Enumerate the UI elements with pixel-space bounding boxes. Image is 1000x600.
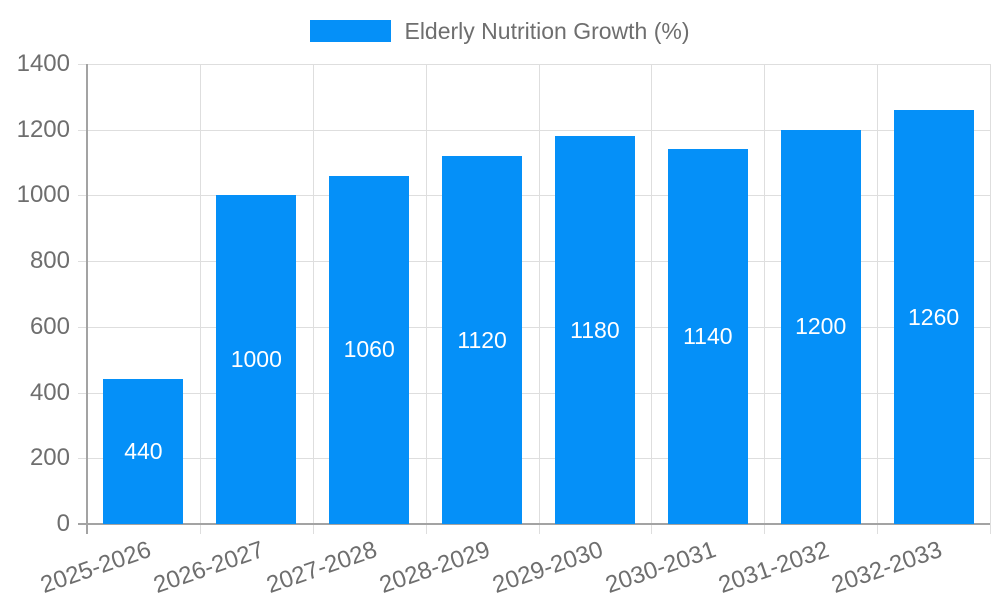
bar-value-label: 1000	[230, 346, 282, 373]
gridline-horizontal	[78, 326, 990, 328]
gridline-vertical	[764, 64, 766, 534]
bar: 1180	[554, 136, 635, 524]
y-axis-label: 1000	[16, 181, 70, 209]
gridline-horizontal	[78, 458, 990, 460]
bar-value-label: 1260	[908, 303, 960, 330]
y-axis-line	[86, 64, 88, 534]
y-axis-label: 200	[29, 444, 70, 472]
gridline-horizontal	[78, 195, 990, 197]
bar-value-label: 1200	[795, 313, 847, 340]
bar: 1120	[442, 156, 523, 524]
bar-value-label: 1120	[457, 326, 507, 353]
y-axis-label: 1200	[16, 115, 70, 143]
bar-value-label: 1180	[570, 316, 620, 343]
gridline-vertical	[199, 64, 201, 534]
bar: 1140	[667, 149, 748, 524]
legend-label: Elderly Nutrition Growth (%)	[404, 18, 690, 44]
gridline-vertical	[651, 64, 653, 534]
gridline-vertical	[990, 64, 991, 534]
legend-swatch	[310, 20, 392, 42]
x-axis-line	[78, 523, 990, 525]
gridline-horizontal	[78, 392, 990, 394]
bar: 1060	[329, 175, 410, 524]
gridline-horizontal	[78, 261, 990, 263]
y-axis-label: 0	[56, 510, 70, 537]
gridline-vertical	[312, 64, 314, 534]
gridline-horizontal	[78, 129, 990, 131]
gridline-horizontal	[78, 64, 990, 65]
bar-value-label: 1060	[343, 336, 395, 363]
bar-value-label: 440	[124, 438, 163, 465]
gridline-vertical	[425, 64, 427, 534]
y-axis-label: 800	[29, 247, 70, 275]
bar: 1260	[893, 110, 974, 524]
bar-value-label: 1140	[683, 323, 733, 350]
bar: 440	[103, 379, 184, 524]
legend: Elderly Nutrition Growth (%)	[0, 19, 1000, 43]
gridline-vertical	[877, 64, 879, 534]
gridline-vertical	[538, 64, 540, 534]
y-axis-label: 600	[29, 312, 70, 340]
bar: 1000	[216, 195, 297, 524]
bar: 1200	[780, 129, 861, 524]
y-axis-label: 1400	[16, 50, 70, 77]
y-axis-label: 400	[29, 378, 70, 406]
